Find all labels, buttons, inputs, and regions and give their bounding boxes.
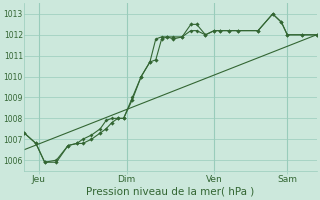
X-axis label: Pression niveau de la mer( hPa ): Pression niveau de la mer( hPa ) xyxy=(86,187,254,197)
